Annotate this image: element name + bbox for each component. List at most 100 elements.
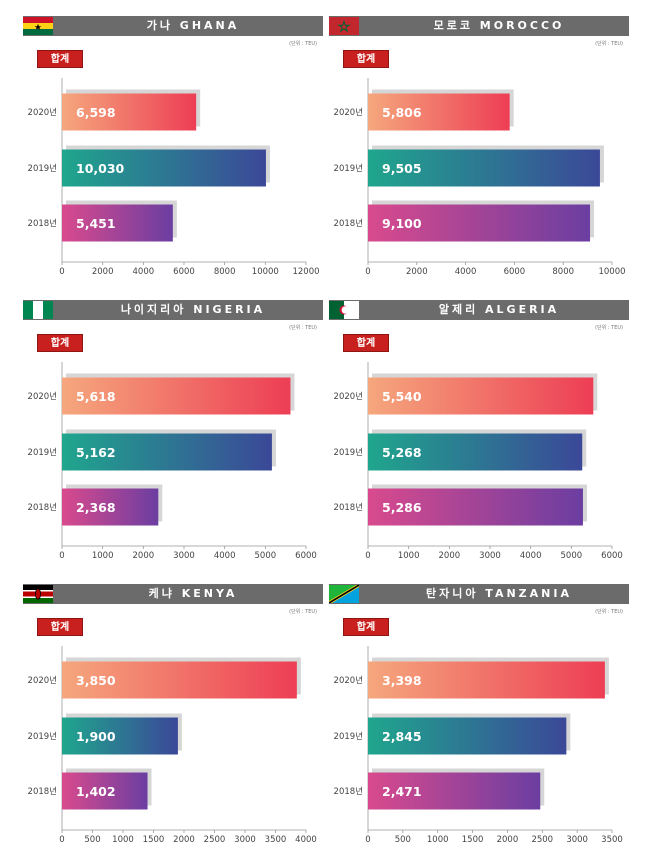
x-tick-label: 3500 [601,835,623,845]
unit-label: (단위 : TEU) [289,41,317,47]
bar-value-label: 6,598 [76,105,116,120]
x-tick-label: 3000 [173,551,195,561]
x-tick-label: 3000 [566,835,588,845]
x-tick-label: 6000 [295,551,317,561]
bar [368,772,541,810]
x-tick-label: 8000 [552,267,574,277]
category-label: 2019년 [334,731,363,742]
chart-title: 가나 GHANA [146,19,240,32]
category-label: 2019년 [334,447,363,458]
bar [62,772,148,810]
x-tick-label: 1000 [92,551,114,561]
chart-panel-nigeria: 나이지리아 NIGERIA (단위 : TEU) 합계 0 1000 2000 300… [23,300,323,575]
x-tick-label: 4000 [520,551,542,561]
x-tick-label: 500 [84,835,100,845]
x-tick-label: 2000 [133,551,155,561]
chart-panel-kenya: 케냐 KENYA (단위 : TEU) 합계 0 500 1000 1500 2000 2… [23,584,323,859]
bar-chart: 0 2000 4000 6000 8000 10000 5,806 2020년 9,505 201… [334,78,626,277]
bar-value-label: 10,030 [76,161,125,176]
bar-chart: 0 1000 2000 3000 4000 5000 6000 5,618 2020년 5,162… [28,362,317,561]
total-badge: 합계 [37,334,83,352]
chart-title: 나이지리아 NIGERIA [120,303,266,316]
bar-value-label: 2,845 [382,729,422,744]
bar-value-label: 5,451 [76,216,116,231]
x-tick-label: 2500 [204,835,226,845]
x-tick-label: 10000 [252,267,279,277]
category-label: 2018년 [334,786,363,797]
bar [62,717,178,755]
title-bar [329,300,629,320]
bar-value-label: 5,540 [382,389,422,404]
bar [368,149,600,187]
category-label: 2018년 [334,502,363,513]
total-badge: 합계 [343,618,389,636]
bar [368,377,594,415]
category-label: 2020년 [334,391,363,402]
tanzania-flag-icon [329,585,359,603]
category-label: 2018년 [334,218,363,229]
category-label: 2019년 [28,447,57,458]
category-label: 2019년 [28,163,57,174]
bar-value-label: 5,286 [382,500,422,515]
bar-value-label: 1,900 [76,729,116,744]
kenya-flag-icon [23,585,53,603]
bar [62,204,173,242]
ghana-flag-icon [23,17,53,35]
bar [368,717,567,755]
category-label: 2020년 [28,391,57,402]
bar [62,149,266,187]
total-badge: 합계 [37,618,83,636]
morocco-flag-icon [329,17,359,35]
category-label: 2020년 [28,107,57,118]
x-tick-label: 2000 [92,267,114,277]
bar [62,377,291,415]
chart-title: 탄자니아 TANZANIA [426,587,572,600]
bar-chart: 0 2000 4000 6000 8000 10000 12000 6,598 2020년 10,… [28,78,320,277]
bar-value-label: 3,398 [382,673,422,688]
category-label: 2018년 [28,502,57,513]
chart-title: 모로코 MOROCCO [433,19,565,32]
chart-panel-ghana: 가나 GHANA (단위 : TEU) 합계 0 2000 4000 6000 8000… [23,16,323,291]
x-tick-label: 3000 [479,551,501,561]
x-tick-label: 2000 [497,835,519,845]
x-tick-label: 6000 [601,551,623,561]
title-bar [23,300,323,320]
bar [368,661,605,699]
x-tick-label: 6000 [173,267,195,277]
bar-value-label: 5,618 [76,389,116,404]
x-tick-label: 2000 [439,551,461,561]
bar-value-label: 5,806 [382,105,422,120]
title-bar [23,584,323,604]
bar-chart: 0 500 1000 1500 2000 2500 3000 3500 4000 3,850 202… [28,646,317,845]
bar-value-label: 2,471 [382,784,422,799]
x-tick-label: 1500 [143,835,165,845]
chart-title: 알제리 ALGERIA [438,303,560,316]
unit-label: (단위 : TEU) [595,609,623,615]
x-tick-label: 0 [365,267,370,277]
x-tick-label: 2000 [173,835,195,845]
x-tick-label: 3500 [265,835,287,845]
bar-value-label: 5,162 [76,445,116,460]
x-tick-label: 4000 [455,267,477,277]
category-label: 2018년 [28,218,57,229]
bar [368,93,510,131]
x-tick-label: 3000 [234,835,256,845]
bar [62,488,159,526]
bar-value-label: 3,850 [76,673,116,688]
x-tick-label: 2000 [406,267,428,277]
x-tick-label: 12000 [292,267,319,277]
bar-value-label: 5,268 [382,445,422,460]
x-tick-label: 4000 [214,551,236,561]
category-label: 2019년 [334,163,363,174]
x-tick-label: 0 [59,551,64,561]
bar-value-label: 1,402 [76,784,116,799]
x-tick-label: 0 [365,835,370,845]
chart-panel-morocco: 모로코 MOROCCO (단위 : TEU) 합계 0 2000 4000 6000 8… [329,16,629,291]
x-tick-label: 8000 [214,267,236,277]
bar [62,93,197,131]
x-tick-label: 1500 [462,835,484,845]
x-tick-label: 4000 [133,267,155,277]
x-tick-label: 6000 [504,267,526,277]
x-tick-label: 5000 [561,551,583,561]
unit-label: (단위 : TEU) [289,609,317,615]
